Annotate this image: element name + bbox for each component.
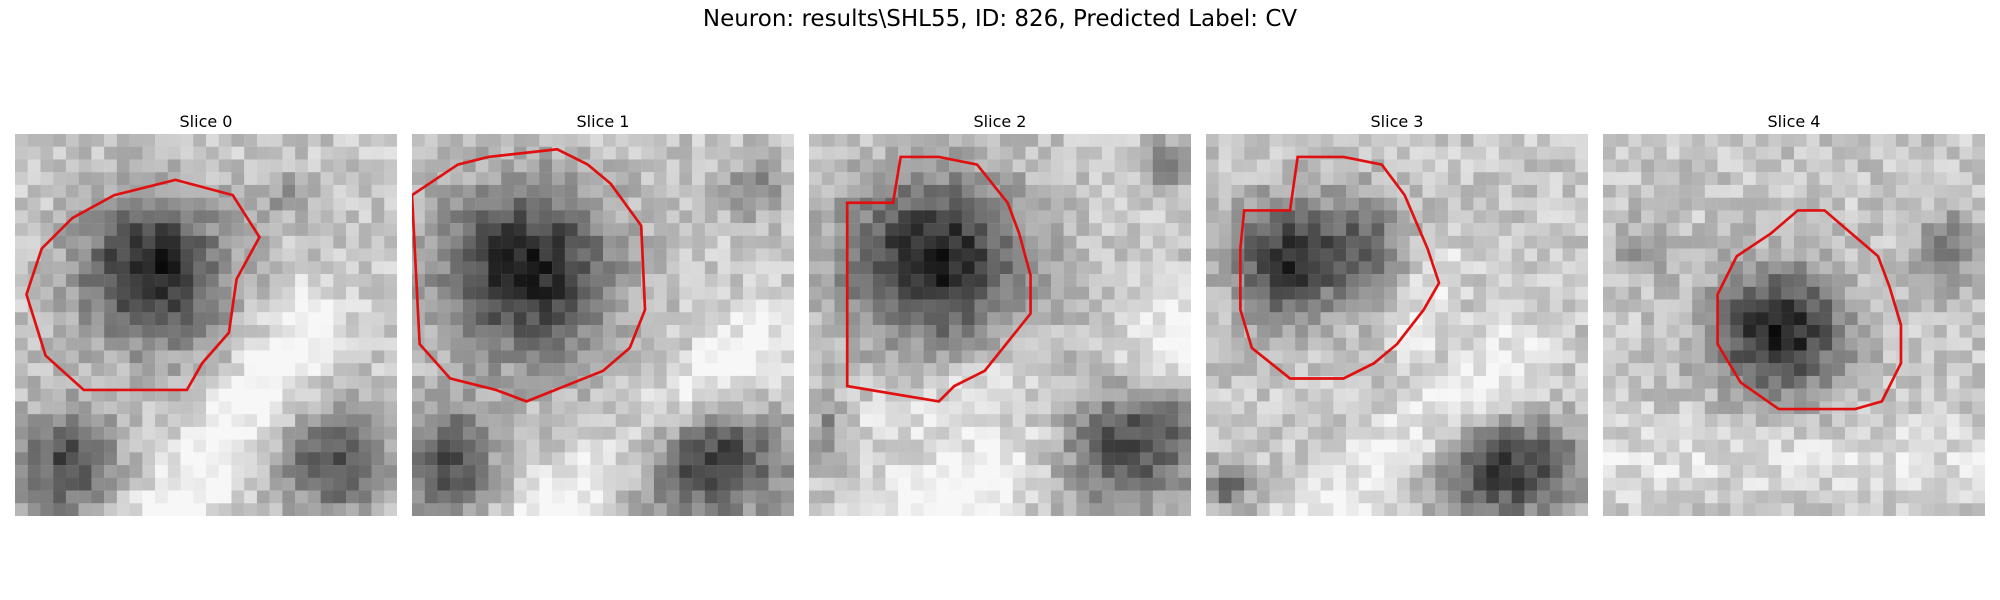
slice-title-3: Slice 3 [1370,112,1424,131]
roi-contour [845,155,1032,403]
slice-title-4: Slice 4 [1767,112,1821,131]
slice-image-0 [15,134,397,516]
slice-panel-1: Slice 1 [412,110,794,516]
slice-title-2: Slice 2 [973,112,1027,131]
slice-image-3 [1206,134,1588,516]
slice-image-4 [1603,134,1985,516]
slice-panel-3: Slice 3 [1206,110,1588,516]
slice-panel-0: Slice 0 [15,110,397,516]
slice-image-2 [809,134,1191,516]
roi-contour [412,147,647,403]
slice-title-0: Slice 0 [179,112,233,131]
slice-image-1 [412,134,794,516]
roi-contour [1716,209,1903,411]
roi-contour [25,178,262,392]
slice-title-1: Slice 1 [576,112,630,131]
slice-panel-2: Slice 2 [809,110,1191,516]
slice-panel-4: Slice 4 [1603,110,1985,516]
figure-title: Neuron: results\SHL55, ID: 826, Predicte… [702,6,1298,32]
roi-contour [1239,155,1441,380]
